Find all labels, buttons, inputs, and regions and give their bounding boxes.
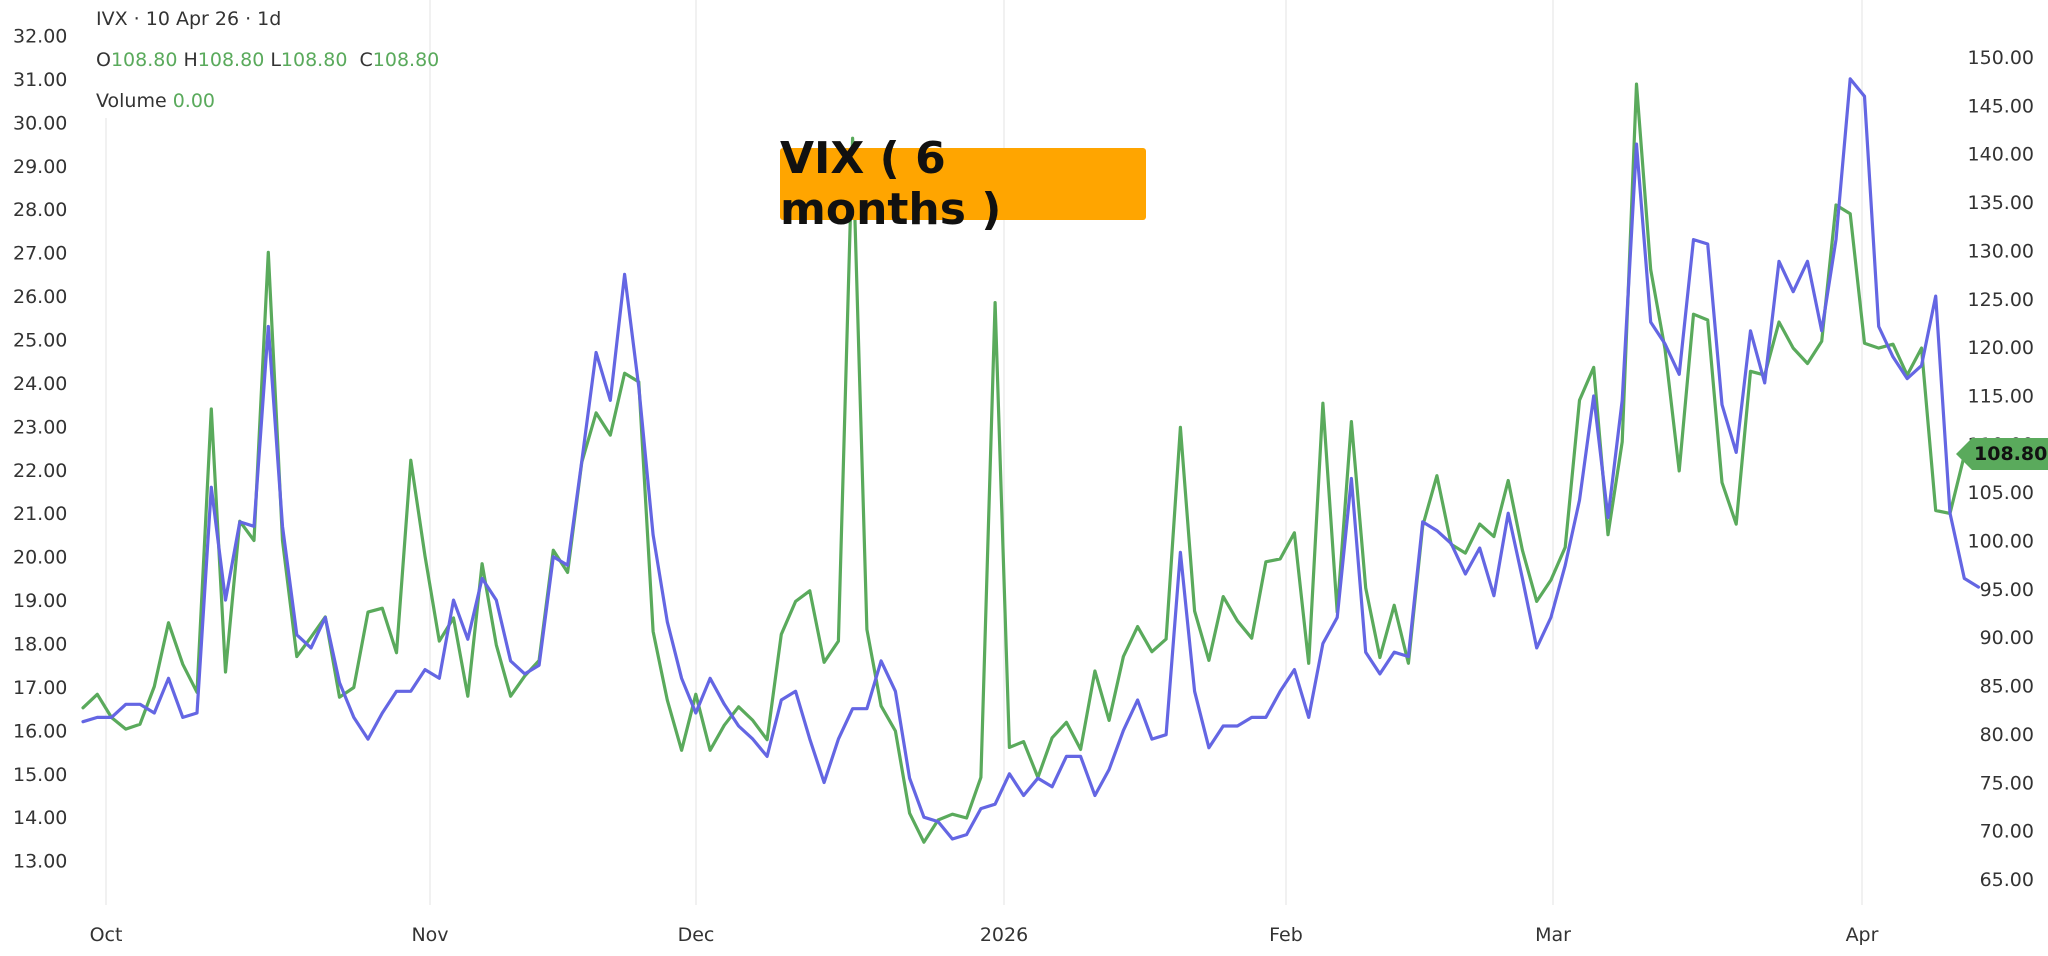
left-y-tick-label: 15.00	[13, 764, 67, 786]
close-value: 108.80	[372, 49, 440, 71]
high-value: 108.80	[197, 49, 265, 71]
left-y-tick-label: 18.00	[13, 634, 67, 656]
right-y-tick-label: 115.00	[1968, 385, 2034, 407]
right-y-tick-label: 70.00	[1980, 821, 2034, 843]
left-y-tick-label: 24.00	[13, 373, 67, 395]
right-y-tick-label: 140.00	[1968, 144, 2034, 166]
open-value: 108.80	[110, 49, 178, 71]
right-y-tick-label: 90.00	[1980, 627, 2034, 649]
left-y-tick-label: 30.00	[13, 112, 67, 134]
left-y-tick-label: 27.00	[13, 243, 67, 265]
x-tick-label: Dec	[678, 924, 715, 946]
chart-title-annotation: VIX ( 6 months )	[780, 133, 1146, 235]
x-tick-label: Nov	[411, 924, 448, 946]
left-y-tick-label: 32.00	[13, 26, 67, 48]
left-y-tick-label: 31.00	[13, 69, 67, 91]
legend-header: IVX · 10 Apr 26 · 1d	[96, 8, 282, 30]
left-y-tick-label: 23.00	[13, 416, 67, 438]
left-y-tick-label: 25.00	[13, 330, 67, 352]
left-y-tick-label: 16.00	[13, 720, 67, 742]
right-y-tick-label: 85.00	[1980, 676, 2034, 698]
x-axis: Oct Nov Dec 2026 Feb Mar Apr	[90, 924, 1879, 946]
right-y-tick-label: 130.00	[1968, 240, 2034, 262]
price-tag-arrow	[1956, 438, 1972, 470]
right-y-tick-label: 105.00	[1968, 482, 2034, 504]
x-tick-label: 2026	[980, 924, 1028, 946]
legend-ohlc: O108.80 H108.80 L108.80 C108.80	[96, 49, 439, 71]
left-y-tick-label: 28.00	[13, 199, 67, 221]
series-line-ivx	[81, 82, 1966, 844]
close-label: C	[359, 49, 373, 71]
left-y-tick-label: 14.00	[13, 807, 67, 829]
open-label: O	[96, 49, 111, 71]
series-line-vix	[81, 77, 1981, 841]
left-y-tick-label: 17.00	[13, 677, 67, 699]
low-label: L	[270, 49, 281, 71]
right-y-tick-label: 145.00	[1968, 95, 2034, 117]
left-y-tick-label: 20.00	[13, 547, 67, 569]
price-tag-value: 108.80	[1972, 438, 2048, 470]
right-y-tick-label: 120.00	[1968, 337, 2034, 359]
left-y-tick-label: 22.00	[13, 460, 67, 482]
left-y-tick-label: 19.00	[13, 590, 67, 612]
right-y-tick-label: 75.00	[1980, 772, 2034, 794]
x-tick-label: Feb	[1269, 924, 1303, 946]
right-y-tick-label: 100.00	[1968, 531, 2034, 553]
low-value: 108.80	[280, 49, 348, 71]
ohlc-legend: IVX · 10 Apr 26 · 1d O108.80 H108.80 L10…	[88, 0, 439, 118]
right-y-tick-label: 65.00	[1980, 869, 2034, 891]
left-y-tick-label: 13.00	[13, 851, 67, 873]
right-y-tick-label: 150.00	[1968, 47, 2034, 69]
high-label: H	[183, 49, 198, 71]
right-y-tick-label: 95.00	[1980, 579, 2034, 601]
left-y-axis: 32.00 31.00 30.00 29.00 28.00 27.00 26.00 25.00…	[13, 26, 67, 873]
right-y-tick-label: 80.00	[1980, 724, 2034, 746]
series-layer	[81, 77, 1981, 844]
left-y-tick-label: 26.00	[13, 286, 67, 308]
x-tick-label: Oct	[90, 924, 123, 946]
left-y-tick-label: 29.00	[13, 156, 67, 178]
volume-value: 0.00	[172, 90, 216, 112]
x-tick-label: Apr	[1846, 924, 1879, 946]
legend-volume: Volume 0.00	[96, 90, 215, 112]
last-price-tag: 108.80	[1956, 438, 2048, 470]
right-y-tick-label: 125.00	[1968, 289, 2034, 311]
volume-label: Volume	[96, 90, 167, 112]
left-y-tick-label: 21.00	[13, 503, 67, 525]
right-y-tick-label: 135.00	[1968, 192, 2034, 214]
x-tick-label: Mar	[1535, 924, 1571, 946]
